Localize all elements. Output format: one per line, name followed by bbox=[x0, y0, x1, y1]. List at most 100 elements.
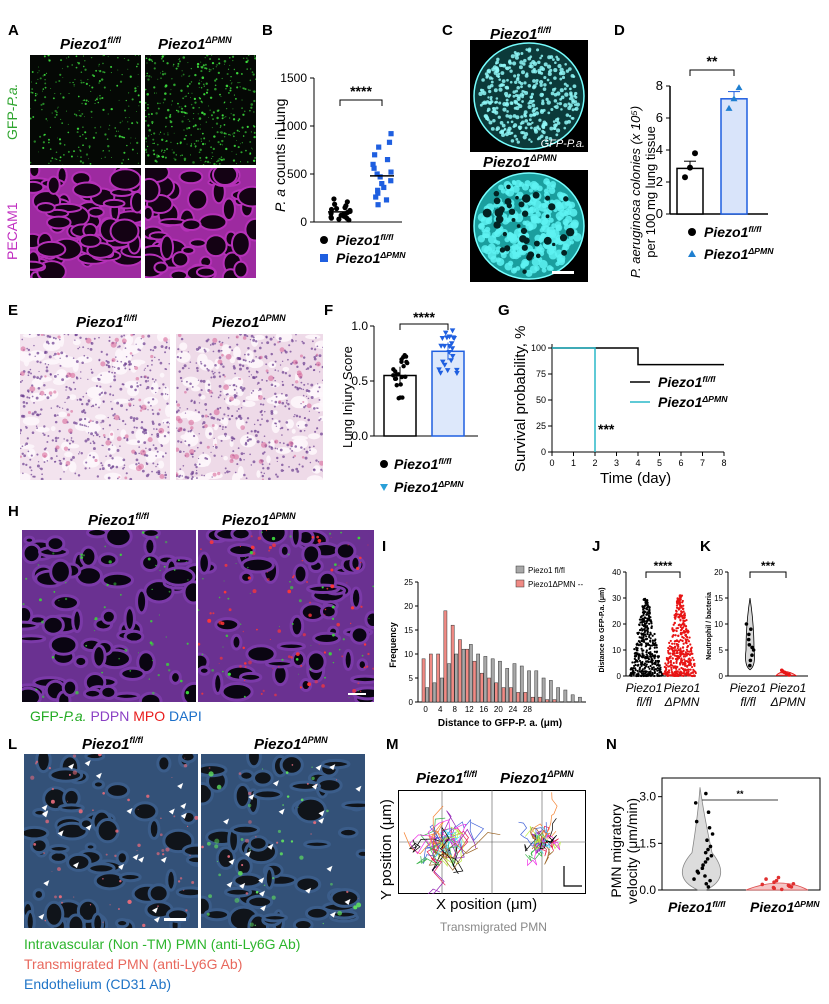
panel-j-point bbox=[668, 648, 671, 651]
panel-g-legend-flfl: Piezo1fl/fl bbox=[658, 374, 716, 390]
panel-g-xtick-label: 6 bbox=[678, 458, 683, 468]
panel-j-point bbox=[669, 639, 672, 643]
panel-f-legend-pmn: Piezo1ΔPMN bbox=[394, 479, 464, 495]
panel-j-point bbox=[647, 671, 651, 674]
panel-m-track bbox=[541, 825, 551, 849]
panel-j-point bbox=[674, 672, 677, 676]
panel-b-chart: 0 500 1000 1500 **** Piezo1fl/fl Piezo1ΔPMN bbox=[280, 71, 406, 266]
panel-j-point bbox=[653, 657, 656, 660]
panel-f-point bbox=[401, 363, 406, 369]
panel-d-point bbox=[692, 150, 698, 157]
panel-d-ytick-label: 0 bbox=[656, 206, 663, 221]
panel-i-bar bbox=[425, 687, 430, 703]
panel-label-c: C bbox=[442, 22, 453, 39]
panel-j-point bbox=[669, 663, 673, 667]
panel-j-point bbox=[647, 673, 650, 676]
panel-j-point bbox=[677, 599, 680, 603]
panel-label-n: N bbox=[606, 736, 617, 753]
panel-i-xtick-label: 20 bbox=[494, 705, 503, 714]
panel-d-point bbox=[725, 104, 733, 111]
panel-j-point bbox=[646, 611, 649, 614]
panel-b-point bbox=[341, 213, 347, 219]
panel-b-legend-marker-flfl bbox=[320, 236, 328, 244]
panel-i-bar bbox=[578, 696, 582, 703]
panel-j-point bbox=[677, 640, 681, 643]
panel-k-point bbox=[747, 632, 751, 637]
panel-j-point bbox=[645, 649, 648, 652]
arrowhead-marker bbox=[153, 916, 160, 923]
panel-j-point bbox=[644, 671, 647, 675]
panel-j-point bbox=[641, 611, 645, 614]
panel-j-point bbox=[645, 637, 649, 641]
panel-j-point bbox=[639, 643, 642, 646]
panel-c-plate-pmn bbox=[470, 170, 588, 282]
panel-f-legend-marker-flfl bbox=[380, 460, 388, 468]
panel-n-point bbox=[708, 878, 712, 883]
panel-e-histology-pmn bbox=[174, 331, 330, 485]
panel-j-point bbox=[665, 663, 668, 667]
panel-j-point bbox=[682, 649, 685, 652]
panel-b-point bbox=[373, 194, 379, 200]
panel-i-ytick-label: 5 bbox=[409, 674, 414, 683]
panel-j-point bbox=[631, 661, 634, 664]
panel-j-point bbox=[673, 621, 676, 624]
panel-j-point bbox=[655, 646, 658, 649]
panel-i-ylabel: Frequency bbox=[388, 622, 398, 668]
panel-j-point bbox=[688, 657, 691, 660]
panel-j-xlabel2a: Piezo1 bbox=[664, 681, 700, 695]
panel-j-point bbox=[682, 672, 685, 675]
panel-j-point bbox=[675, 627, 678, 630]
panel-j-point bbox=[637, 657, 640, 660]
panel-j-point bbox=[654, 641, 657, 645]
panel-b-sig-bracket bbox=[339, 99, 383, 106]
panel-j-point bbox=[636, 642, 639, 645]
panel-j-point bbox=[651, 666, 654, 669]
panel-i-legend-flfl: Piezo1 fl/fl bbox=[528, 566, 565, 575]
panel-m-tracks bbox=[398, 790, 586, 894]
panel-f-point bbox=[449, 354, 456, 360]
panel-i-bar bbox=[527, 670, 531, 703]
panel-i-xtick-label: 8 bbox=[453, 705, 458, 714]
panel-j-point bbox=[644, 626, 647, 629]
panel-g-xlabel: Time (day) bbox=[600, 470, 672, 487]
panel-i-bar bbox=[505, 668, 510, 703]
panel-j-point bbox=[636, 669, 639, 673]
panel-l-legend-item: Intravascular (Non -TM) PMN (anti-Ly6G A… bbox=[24, 936, 301, 952]
panel-j-point bbox=[657, 664, 661, 667]
panel-j-point bbox=[680, 672, 683, 675]
panel-j-point bbox=[684, 651, 687, 654]
panel-j-point bbox=[634, 651, 638, 654]
panel-j-point bbox=[685, 669, 688, 672]
panel-m-track bbox=[530, 827, 543, 850]
panel-j-point bbox=[676, 647, 679, 650]
panel-j-point bbox=[667, 674, 671, 677]
panel-j-point bbox=[648, 611, 651, 614]
panel-j-point bbox=[684, 672, 687, 675]
panel-i-bar bbox=[447, 663, 451, 703]
panel-j-point bbox=[642, 614, 645, 617]
panel-j-point bbox=[649, 664, 652, 668]
panel-j-point bbox=[675, 667, 678, 671]
panel-j-ytick-label: 30 bbox=[612, 594, 621, 603]
panel-i-bar bbox=[421, 658, 426, 703]
arrowhead-marker bbox=[355, 785, 362, 792]
panel-m-track bbox=[440, 827, 465, 855]
arrowhead-marker bbox=[272, 780, 279, 787]
arrowhead-marker bbox=[95, 772, 102, 779]
panel-j-point bbox=[646, 660, 649, 663]
panel-d-legend-flfl: Piezo1fl/fl bbox=[704, 224, 762, 240]
panel-b-ylabel: P. a counts in lung bbox=[272, 98, 288, 212]
panel-f-point bbox=[449, 328, 456, 334]
panel-label-a: A bbox=[8, 22, 19, 39]
panel-j-point bbox=[629, 668, 632, 671]
panel-m-header-flfl: Piezo1fl/fl bbox=[416, 769, 478, 787]
panel-k-ytick-label: 20 bbox=[714, 568, 723, 577]
panel-j-point bbox=[680, 610, 683, 613]
panel-b-point bbox=[383, 197, 390, 203]
panel-j-sig: **** bbox=[654, 559, 673, 573]
panel-j-point bbox=[678, 673, 681, 676]
panel-i-bar bbox=[472, 660, 477, 703]
panel-j-point bbox=[665, 671, 668, 674]
arrowhead-marker bbox=[38, 913, 45, 920]
